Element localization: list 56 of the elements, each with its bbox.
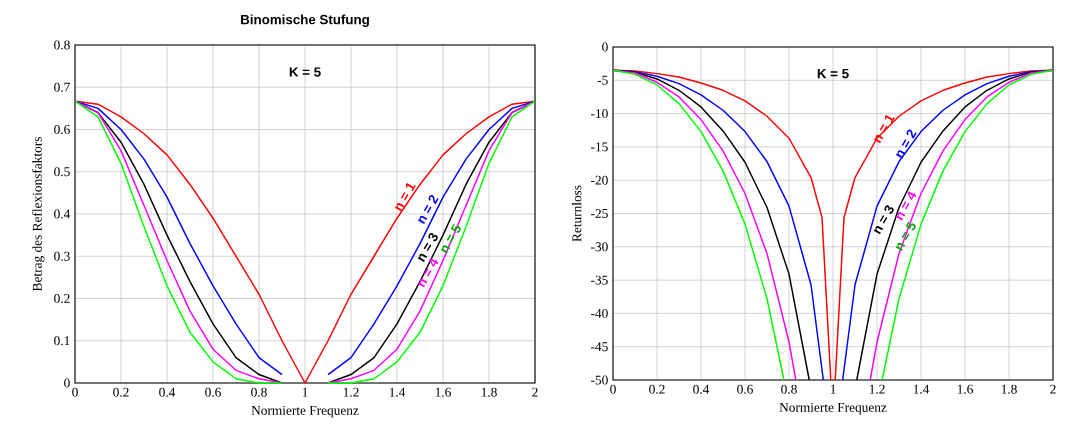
text: n = 4 <box>895 191 917 221</box>
text: n = 2 <box>895 129 917 159</box>
x-tick-label: 0.6 <box>205 387 221 397</box>
x-tick-label: 0.2 <box>649 384 665 394</box>
x-axis-title: Normierte Frequenz <box>251 405 359 418</box>
y-axis-title: Betrag des Reflexionsfaktors <box>32 137 45 292</box>
x-tick-label: 0 <box>610 384 616 394</box>
y-tick-label: 0 <box>602 42 608 52</box>
y-tick-label: -25 <box>591 209 608 218</box>
x-tick-label: 0.8 <box>781 384 797 394</box>
annotation: K = 5 <box>289 67 321 77</box>
x-tick-label: 0.4 <box>693 384 710 394</box>
y-tick-label: 0.7 <box>54 82 70 92</box>
x-tick-label: 1.8 <box>481 387 497 397</box>
text: n = 3 <box>873 205 894 235</box>
y-tick-label: -35 <box>591 275 608 285</box>
y-tick-label: 0.6 <box>54 124 70 135</box>
x-axis-title: Normierte Frequenz <box>779 402 887 415</box>
y-tick-label: -5 <box>597 75 608 85</box>
text: n = 1 <box>873 114 895 144</box>
x-tick-label: 1.6 <box>957 384 973 394</box>
x-tick-label: 2 <box>1050 384 1056 394</box>
x-tick-label: 1.2 <box>869 384 885 394</box>
x-tick-label: 0.2 <box>113 387 129 397</box>
y-tick-label: -40 <box>591 308 608 318</box>
y-tick-label: 0.3 <box>54 251 70 261</box>
annotation: K = 5 <box>817 68 849 79</box>
y-tick-label: 0.1 <box>54 336 70 346</box>
x-tick-label: 1.4 <box>389 387 406 397</box>
y-tick-label: 0.5 <box>54 167 70 177</box>
x-tick-label: 0.4 <box>159 387 176 397</box>
x-tick-label: 1.6 <box>435 387 451 397</box>
x-tick-label: 1.2 <box>343 387 359 397</box>
y-tick-label: -30 <box>591 242 608 252</box>
text: n = 1 <box>394 183 416 212</box>
x-tick-label: 0.6 <box>737 384 753 394</box>
y-tick-label: -50 <box>591 375 608 385</box>
x-tick-label: 1 <box>302 387 308 397</box>
x-tick-label: 0 <box>72 387 78 397</box>
chart-title: Binomische Stufung <box>241 14 369 27</box>
x-tick-label: 1.8 <box>1001 384 1017 394</box>
y-tick-label: -10 <box>591 109 608 119</box>
y-axis-title: Returnloss <box>571 185 582 242</box>
text: n = 5 <box>895 221 916 251</box>
text: n = 5 <box>440 223 461 254</box>
y-tick-label: 0.8 <box>54 40 70 50</box>
x-tick-label: 1.4 <box>913 384 930 394</box>
y-tick-label: 0.2 <box>54 293 70 304</box>
y-tick-label: -45 <box>591 342 608 352</box>
x-tick-label: 2 <box>532 387 538 397</box>
x-tick-label: 1 <box>830 384 836 394</box>
y-tick-label: -15 <box>591 142 608 152</box>
x-tick-label: 0.8 <box>251 387 267 397</box>
y-tick-label: 0.4 <box>54 209 71 219</box>
y-tick-label: -20 <box>591 175 608 185</box>
text: n = 2 <box>417 195 439 224</box>
